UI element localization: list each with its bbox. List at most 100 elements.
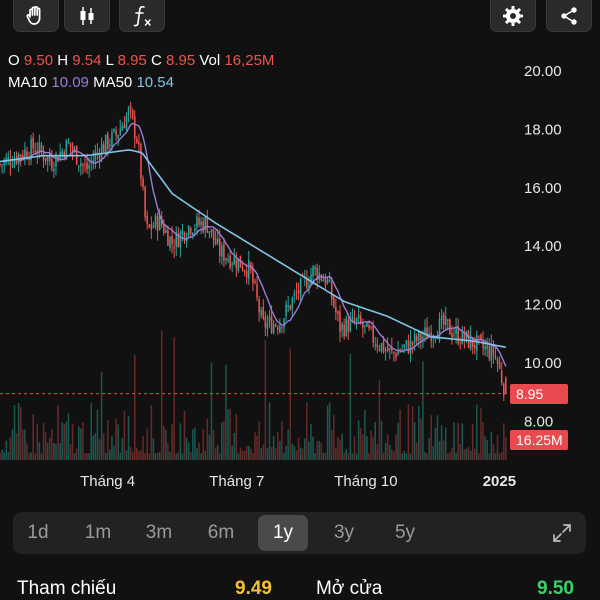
volume-bar (297, 437, 300, 460)
volume-bar (395, 434, 397, 460)
candle-body (223, 243, 225, 261)
volume-bar (146, 428, 148, 460)
volume-bar (210, 362, 213, 460)
candle-body (411, 342, 414, 345)
candle-body (163, 224, 165, 234)
candle-body (332, 296, 335, 307)
indicators-button[interactable] (119, 0, 165, 32)
volume-bar (357, 420, 360, 460)
candle-body (322, 279, 325, 282)
candle-body (335, 307, 337, 313)
volume-bar (136, 447, 138, 460)
candle-body (173, 247, 175, 249)
period-1m[interactable]: 1m (84, 522, 112, 543)
candle-body (19, 154, 22, 157)
candle-body (295, 291, 298, 293)
candle-body (312, 266, 314, 277)
volume-bar (299, 447, 302, 460)
volume-bar (258, 421, 260, 460)
candle-body (436, 338, 439, 340)
volume-bar (388, 444, 391, 460)
hand-icon (26, 5, 41, 25)
volume-bar (463, 449, 466, 460)
candle-body (473, 345, 476, 349)
period-1d[interactable]: 1d (27, 522, 49, 543)
candle-body (413, 334, 416, 343)
volume-bar (376, 444, 379, 460)
volume-bar (235, 414, 238, 460)
period-1y[interactable]: 1y (258, 515, 308, 551)
volume-value: 16,25M (224, 52, 275, 69)
volume-bar (15, 433, 18, 460)
volume-bar (65, 421, 68, 460)
volume-bar (121, 438, 124, 460)
candle-body (393, 352, 395, 354)
period-5y[interactable]: 5y (394, 522, 416, 543)
volume-bar (9, 437, 12, 460)
volume-bar (42, 422, 45, 460)
candle-body (210, 229, 213, 233)
hand-tool-button[interactable] (13, 0, 59, 32)
candle-body (123, 124, 126, 129)
last-price-tag: 8.95 (510, 383, 568, 404)
period-6m[interactable]: 6m (207, 522, 235, 543)
candle-body (382, 340, 385, 352)
candle-body (94, 152, 97, 161)
volume-bar (289, 348, 292, 460)
volume-bar (51, 429, 53, 460)
volume-bar (306, 402, 308, 460)
volume-bar (281, 421, 283, 460)
volume-bar (78, 426, 80, 460)
volume-bar (175, 453, 177, 460)
candle-body (496, 358, 499, 364)
y-tick-label: 18.00 (524, 121, 562, 138)
volume-bar (428, 438, 430, 460)
candle-body (326, 279, 329, 284)
candle-body (444, 316, 447, 325)
candle-body (357, 314, 360, 319)
candle-body (478, 335, 480, 337)
volume-bar (160, 330, 163, 460)
candle-body (459, 342, 462, 344)
volume-bar (254, 432, 256, 460)
candle-body (349, 318, 352, 332)
candle-body (13, 158, 16, 166)
volume-bar (177, 452, 180, 460)
candle-body (206, 217, 209, 233)
volume-bar (262, 444, 265, 460)
candle-body (40, 145, 43, 152)
candle-body (405, 340, 408, 345)
candle-body (482, 340, 484, 348)
volume-bar (192, 429, 194, 460)
volume-bar (158, 452, 161, 460)
volume-bar (478, 453, 480, 460)
candle-body (272, 323, 275, 334)
candle-body (287, 305, 289, 307)
candle-body (337, 311, 339, 315)
candle-body (490, 343, 493, 361)
candle-body (291, 298, 294, 309)
candle-body (310, 274, 312, 285)
volume-bar (490, 431, 493, 460)
candle-body (9, 159, 12, 166)
chart-type-button[interactable] (64, 0, 110, 32)
gear-icon (503, 5, 523, 26)
expand-icon[interactable] (552, 523, 572, 543)
candle-body (24, 149, 26, 159)
settings-button[interactable] (490, 0, 536, 32)
period-3m[interactable]: 3m (145, 522, 173, 543)
price-chart[interactable]: 20.00 18.00 16.00 14.00 12.00 10.00 8.00 Tháng … (0, 0, 600, 505)
candle-body (227, 258, 229, 261)
share-button[interactable] (546, 0, 592, 32)
volume-bar (465, 448, 468, 460)
volume-bar (312, 436, 314, 460)
period-3y[interactable]: 3y (333, 522, 355, 543)
candle-body (194, 228, 196, 232)
candle-body (289, 305, 292, 310)
volume-bar (378, 380, 381, 460)
volume-bar (403, 450, 406, 460)
candle-body (505, 377, 507, 394)
candle-body (415, 335, 418, 342)
candle-body (386, 346, 389, 352)
candle-body (471, 336, 474, 348)
